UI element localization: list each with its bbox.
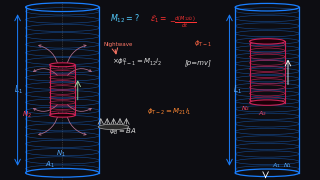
Text: Nightwave: Nightwave — [104, 42, 133, 47]
Text: [p=mv]: [p=mv] — [185, 60, 212, 66]
Text: $\mathcal{E}_1=$: $\mathcal{E}_1=$ — [150, 13, 167, 25]
Text: $L_1$: $L_1$ — [233, 84, 242, 96]
Ellipse shape — [99, 124, 129, 130]
Text: $N_1$: $N_1$ — [284, 161, 292, 170]
Text: $N_2$: $N_2$ — [22, 110, 32, 120]
Ellipse shape — [250, 39, 285, 44]
Text: $\phi_{T-1}$: $\phi_{T-1}$ — [194, 39, 212, 49]
Text: $\phi_B=BA$: $\phi_B=BA$ — [109, 127, 137, 137]
Ellipse shape — [26, 168, 99, 177]
Text: $N_2$: $N_2$ — [241, 104, 250, 113]
Text: $N_1$: $N_1$ — [56, 149, 66, 159]
Ellipse shape — [50, 113, 75, 117]
Ellipse shape — [250, 100, 285, 105]
Text: $A_1$: $A_1$ — [45, 160, 54, 170]
Text: $\phi_{T-2}=M_{21}i_1$: $\phi_{T-2}=M_{21}i_1$ — [147, 107, 192, 117]
Text: $A_2$: $A_2$ — [258, 109, 267, 118]
Text: $M_{12}=?$: $M_{12}=?$ — [110, 13, 140, 25]
Ellipse shape — [235, 169, 299, 177]
Text: $\times\phi^{o}_{T-1}=M_{12}i_2$: $\times\phi^{o}_{T-1}=M_{12}i_2$ — [112, 57, 163, 69]
Text: $L_1$: $L_1$ — [14, 84, 23, 96]
Text: $-\frac{d(M_{12}i_2)}{dt}$: $-\frac{d(M_{12}i_2)}{dt}$ — [169, 14, 196, 31]
Text: $A_1$: $A_1$ — [272, 161, 281, 170]
Ellipse shape — [50, 63, 75, 67]
